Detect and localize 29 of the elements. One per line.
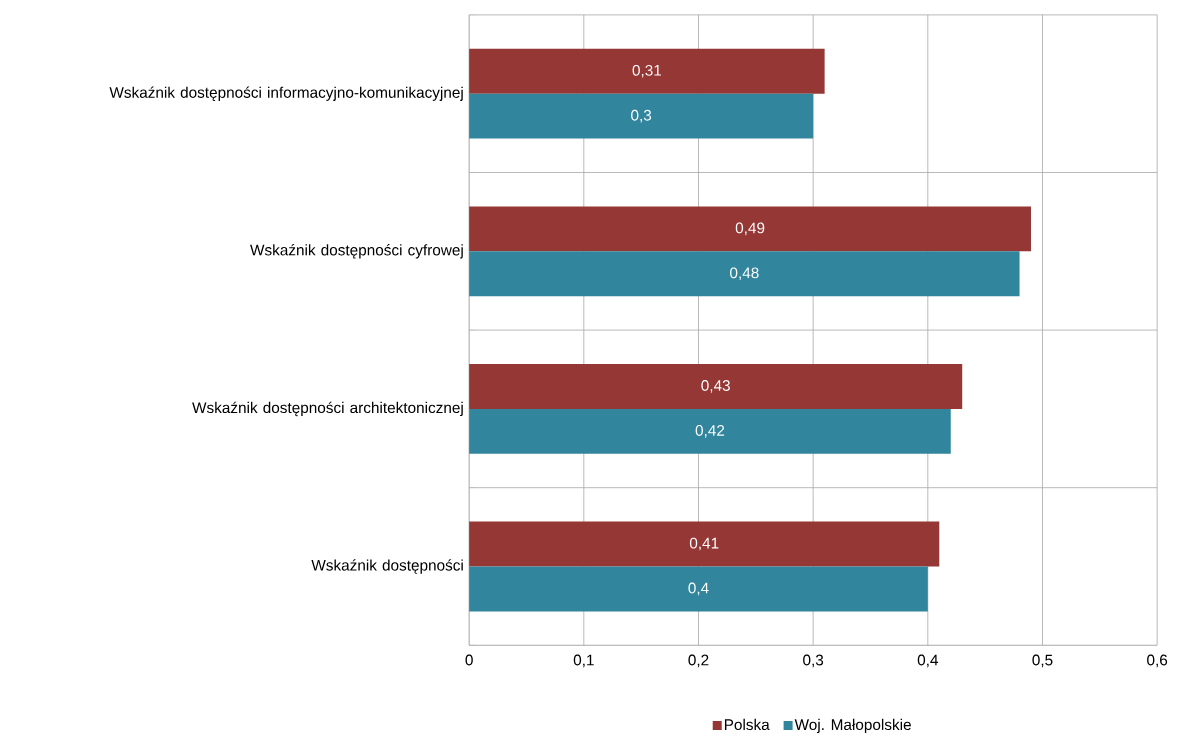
data-label: 0,48	[730, 267, 759, 281]
x-tick-label: 0,5	[1032, 654, 1053, 668]
bar	[469, 49, 825, 94]
data-label: 0,3	[631, 110, 652, 123]
data-label: 0,31	[632, 65, 662, 78]
data-label: 0,42	[695, 425, 725, 438]
x-tick-label: 0,2	[688, 654, 709, 668]
x-tick-label: 0,6	[1147, 654, 1168, 668]
data-label: 0,43	[701, 380, 730, 393]
bar	[469, 566, 928, 612]
y-tick-label: Wskaźnik dostępności cyfrowej	[250, 244, 463, 259]
y-tick-label: Wskaźnik dostępności informacyjno-komunikacyjnej	[109, 86, 463, 102]
data-label: 0,4	[688, 582, 709, 596]
legend-label: Polska	[724, 719, 770, 731]
bar	[469, 93, 814, 139]
x-tick-label: 0	[465, 654, 473, 666]
x-tick-label: 0,3	[803, 654, 824, 668]
bar	[469, 206, 1032, 252]
bar	[469, 364, 963, 410]
bar	[469, 251, 1020, 297]
bar	[469, 409, 951, 455]
data-label: 0,41	[689, 537, 719, 551]
y-tick-label: Wskaźnik dostępności	[311, 559, 463, 574]
y-tick-label: Wskaźnik dostępności architektonicznej	[192, 401, 463, 417]
legend-label: Woj. Małopolskie	[794, 719, 911, 734]
x-tick-label: 0,4	[917, 654, 939, 668]
data-label: 0,49	[735, 222, 765, 236]
bar	[469, 521, 940, 567]
x-tick-label: 0,1	[573, 654, 594, 668]
